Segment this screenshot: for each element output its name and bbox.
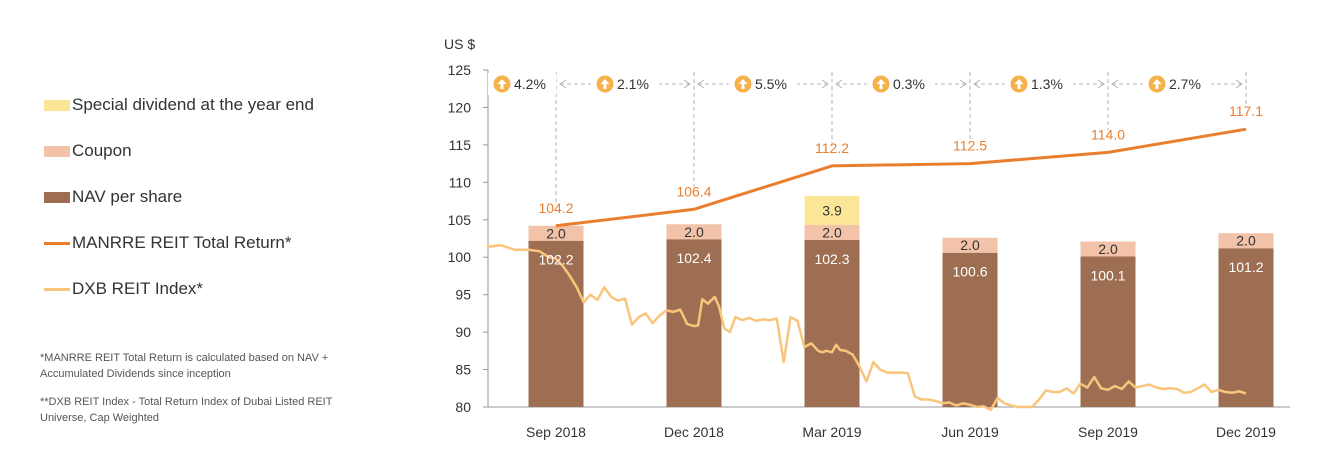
growth-arrow-right-head-1 xyxy=(683,79,691,89)
growth-arrow-right-head-5 xyxy=(1235,79,1243,89)
growth-label-3: 0.3% xyxy=(893,76,925,92)
bar-coupon-2 xyxy=(804,225,860,240)
legend-swatch-0 xyxy=(44,99,70,111)
growth-up-arrow-icon-1 xyxy=(600,79,610,89)
growth-label-5: 2.7% xyxy=(1169,76,1201,92)
legend-item-2: NAV per share xyxy=(44,174,374,220)
growth-arrow-right-head-2 xyxy=(821,79,829,89)
legend-item-0: Special dividend at the year end xyxy=(44,82,374,128)
y-tick-label-8: 120 xyxy=(448,99,472,115)
bar-nav-per-share-0 xyxy=(528,240,584,407)
bar-label-coupon-4: 2.0 xyxy=(1098,241,1118,257)
growth-arrow-right-head-3 xyxy=(959,79,967,89)
growth-label-1: 2.1% xyxy=(617,76,649,92)
legend-item-1: Coupon xyxy=(44,128,374,174)
y-tick-label-3: 95 xyxy=(455,287,471,303)
x-tick-label-3: Jun 2019 xyxy=(941,424,999,440)
total-return-label-4: 114.0 xyxy=(1091,126,1125,142)
x-tick-label-5: Dec 2019 xyxy=(1216,424,1276,440)
growth-up-arrow-icon-2 xyxy=(738,79,748,89)
bar-coupon-1 xyxy=(666,224,722,240)
legend-label-3: MANRRE REIT Total Return* xyxy=(72,233,292,252)
y-tick-label-7: 115 xyxy=(449,137,472,153)
bar-label-nav-per-share-2: 102.3 xyxy=(814,251,849,267)
bar-label-coupon-0: 2.0 xyxy=(546,225,566,241)
growth-label-2: 5.5% xyxy=(755,76,787,92)
footnote-dxb-index: **DXB REIT Index - Total Return Index of… xyxy=(40,396,333,424)
bar-label-nav-per-share-5: 101.2 xyxy=(1228,259,1263,275)
legend-label-4: DXB REIT Index* xyxy=(72,279,204,298)
y-tick-label-2: 90 xyxy=(455,324,471,340)
total-return-line xyxy=(555,127,1247,228)
bar-label-nav-per-share-1: 102.4 xyxy=(676,250,711,266)
bar-coupon-0 xyxy=(528,225,584,241)
x-tick-label-4: Sep 2019 xyxy=(1078,424,1138,440)
legend-label-1: Coupon xyxy=(72,141,132,160)
y-tick-label-4: 100 xyxy=(448,249,472,265)
bar-label-special-dividend-at-the-year-end-2: 3.9 xyxy=(822,202,842,218)
bar-nav-per-share-5 xyxy=(1218,248,1274,407)
growth-label-0: 4.2% xyxy=(514,76,546,92)
y-tick-label-1: 85 xyxy=(455,362,471,378)
bar-label-nav-per-share-3: 100.6 xyxy=(952,264,987,280)
x-tick-label-2: Mar 2019 xyxy=(802,424,861,440)
y-tick-label-0: 80 xyxy=(455,399,471,415)
bar-special-dividend-at-the-year-end-2 xyxy=(804,195,860,226)
bar-label-coupon-2: 2.0 xyxy=(822,225,842,241)
bar-nav-per-share-2 xyxy=(804,239,860,407)
total-return-label-1: 106.4 xyxy=(676,183,711,199)
growth-up-arrow-icon-5 xyxy=(1152,79,1162,89)
growth-arrow-left-head-3 xyxy=(835,79,843,89)
bar-label-coupon-3: 2.0 xyxy=(960,237,980,253)
growth-arrow-left-head-2 xyxy=(697,79,705,89)
legend-swatch-2 xyxy=(44,191,70,203)
total-return-label-5: 117.1 xyxy=(1229,103,1263,119)
growth-arrow-left-head-5 xyxy=(1111,79,1119,89)
legend-item-4: DXB REIT Index* xyxy=(44,266,374,312)
growth-up-arrow-icon-3 xyxy=(876,79,886,89)
legend-swatch-1 xyxy=(44,145,70,157)
growth-arrow-left-head-4 xyxy=(973,79,981,89)
growth-arrow-left-head-1 xyxy=(559,79,567,89)
legend-swatch-3 xyxy=(44,241,70,245)
bar-coupon-4 xyxy=(1080,241,1136,257)
y-tick-label-5: 105 xyxy=(448,212,472,228)
bar-nav-per-share-3 xyxy=(942,252,998,407)
growth-up-arrow-icon-4 xyxy=(1014,79,1024,89)
bar-label-nav-per-share-4: 100.1 xyxy=(1090,267,1125,283)
x-tick-label-0: Sep 2018 xyxy=(526,424,586,440)
growth-arrow-right-head-4 xyxy=(1097,79,1105,89)
y-tick-label-6: 110 xyxy=(449,174,472,190)
footnote-total-return: *MANRRE REIT Total Return is calculated … xyxy=(40,352,329,380)
legend-label-2: NAV per share xyxy=(72,187,183,206)
total-return-label-0: 104.2 xyxy=(538,200,573,216)
bar-label-nav-per-share-0: 102.2 xyxy=(538,252,573,268)
growth-label-4: 1.3% xyxy=(1031,76,1063,92)
x-tick-label-1: Dec 2018 xyxy=(664,424,724,440)
growth-up-arrow-icon-0 xyxy=(497,79,507,89)
bar-label-coupon-1: 2.0 xyxy=(684,224,704,240)
total-return-label-3: 112.5 xyxy=(953,138,987,154)
legend-swatch-4 xyxy=(44,287,70,291)
bar-nav-per-share-1 xyxy=(666,239,722,407)
y-tick-label-9: 125 xyxy=(448,62,472,78)
legend-label-0: Special dividend at the year end xyxy=(72,95,314,114)
bar-coupon-5 xyxy=(1218,233,1274,249)
bar-coupon-3 xyxy=(942,237,998,253)
y-axis-unit: US $ xyxy=(444,36,475,52)
bar-label-coupon-5: 2.0 xyxy=(1236,233,1256,249)
total-return-label-2: 112.2 xyxy=(815,140,849,156)
legend-item-3: MANRRE REIT Total Return* xyxy=(44,220,374,266)
dxb-reit-index-line xyxy=(486,243,1247,412)
chart-legend: Special dividend at the year end Coupon NA… xyxy=(44,82,374,312)
